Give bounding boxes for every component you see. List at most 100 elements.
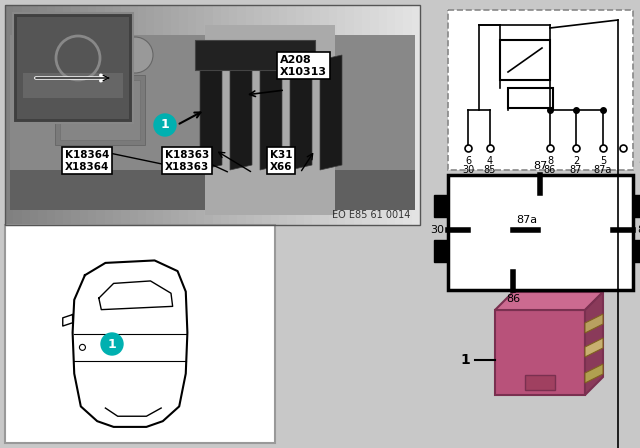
Bar <box>63 5 72 225</box>
Bar <box>460 295 630 440</box>
Bar <box>171 5 180 225</box>
Bar <box>10 170 415 210</box>
Text: 87a: 87a <box>594 165 612 175</box>
Bar <box>96 5 106 225</box>
Text: 1: 1 <box>460 353 470 367</box>
Bar <box>448 10 633 170</box>
Bar <box>304 5 313 225</box>
Bar <box>346 5 355 225</box>
Text: 30: 30 <box>462 165 474 175</box>
Bar <box>370 5 380 225</box>
Bar <box>271 5 280 225</box>
Bar <box>188 5 197 225</box>
Text: EO E85 61 0014: EO E85 61 0014 <box>332 210 410 220</box>
Bar <box>60 80 140 140</box>
Text: 2: 2 <box>573 156 579 166</box>
Bar <box>104 5 114 225</box>
Bar <box>500 40 550 80</box>
Bar <box>246 5 255 225</box>
Bar <box>17 17 129 119</box>
Bar <box>287 5 296 225</box>
Bar <box>154 5 164 225</box>
Circle shape <box>79 345 86 350</box>
Bar <box>38 5 47 225</box>
Text: K31
X66: K31 X66 <box>270 150 292 172</box>
Polygon shape <box>260 55 282 170</box>
Bar <box>138 5 147 225</box>
Text: 30: 30 <box>430 225 444 235</box>
Bar <box>312 5 321 225</box>
Text: 85: 85 <box>637 225 640 235</box>
Bar <box>262 5 271 225</box>
Text: 87: 87 <box>570 165 582 175</box>
Bar <box>387 5 396 225</box>
Text: 8: 8 <box>547 156 553 166</box>
Bar <box>329 5 338 225</box>
Bar <box>525 375 555 390</box>
Text: 1: 1 <box>161 119 170 132</box>
Bar <box>47 5 56 225</box>
Text: 86: 86 <box>506 294 520 304</box>
Bar <box>80 5 89 225</box>
Bar <box>146 5 156 225</box>
Bar <box>5 5 420 225</box>
Bar <box>378 5 388 225</box>
Bar <box>13 5 22 225</box>
Bar <box>204 5 214 225</box>
Bar <box>434 240 448 262</box>
Bar <box>362 5 371 225</box>
Polygon shape <box>320 55 342 170</box>
Bar <box>495 310 585 395</box>
Polygon shape <box>585 292 603 395</box>
Bar <box>633 195 640 217</box>
Bar <box>254 5 263 225</box>
Bar <box>337 5 346 225</box>
Bar <box>412 5 421 225</box>
Bar <box>13 13 133 123</box>
Bar <box>296 5 305 225</box>
Bar <box>395 5 404 225</box>
Bar <box>5 225 275 443</box>
Circle shape <box>154 114 176 136</box>
Bar <box>23 73 123 98</box>
Bar <box>5 5 14 225</box>
Text: 380965: 380965 <box>638 155 640 165</box>
Polygon shape <box>290 55 312 170</box>
Bar <box>30 5 39 225</box>
Bar <box>448 175 633 290</box>
Bar <box>321 5 330 225</box>
Bar <box>205 25 335 215</box>
Text: K18364
X18364: K18364 X18364 <box>65 150 109 172</box>
Text: 85: 85 <box>484 165 496 175</box>
Polygon shape <box>200 55 222 170</box>
Bar <box>72 5 81 225</box>
Bar <box>403 5 413 225</box>
Polygon shape <box>585 314 603 333</box>
Bar <box>279 5 288 225</box>
Bar <box>163 5 172 225</box>
Bar <box>229 5 239 225</box>
Bar <box>354 5 363 225</box>
Text: 5: 5 <box>600 156 606 166</box>
Bar <box>195 40 315 70</box>
Bar <box>55 75 145 145</box>
Circle shape <box>70 45 100 75</box>
Polygon shape <box>585 364 603 383</box>
Bar <box>212 5 222 225</box>
Circle shape <box>117 37 153 73</box>
Bar <box>129 5 139 225</box>
Bar <box>113 5 122 225</box>
Bar <box>508 88 553 108</box>
Text: 86: 86 <box>544 165 556 175</box>
Text: A208
X10313: A208 X10313 <box>280 55 327 77</box>
Text: 87a: 87a <box>516 215 537 225</box>
Bar <box>88 5 97 225</box>
Text: K18363
X18363: K18363 X18363 <box>165 150 209 172</box>
Bar <box>434 195 448 217</box>
Bar <box>179 5 189 225</box>
Polygon shape <box>495 292 603 310</box>
Text: 4: 4 <box>487 156 493 166</box>
Bar <box>633 240 640 262</box>
Bar <box>237 5 246 225</box>
Bar <box>221 5 230 225</box>
